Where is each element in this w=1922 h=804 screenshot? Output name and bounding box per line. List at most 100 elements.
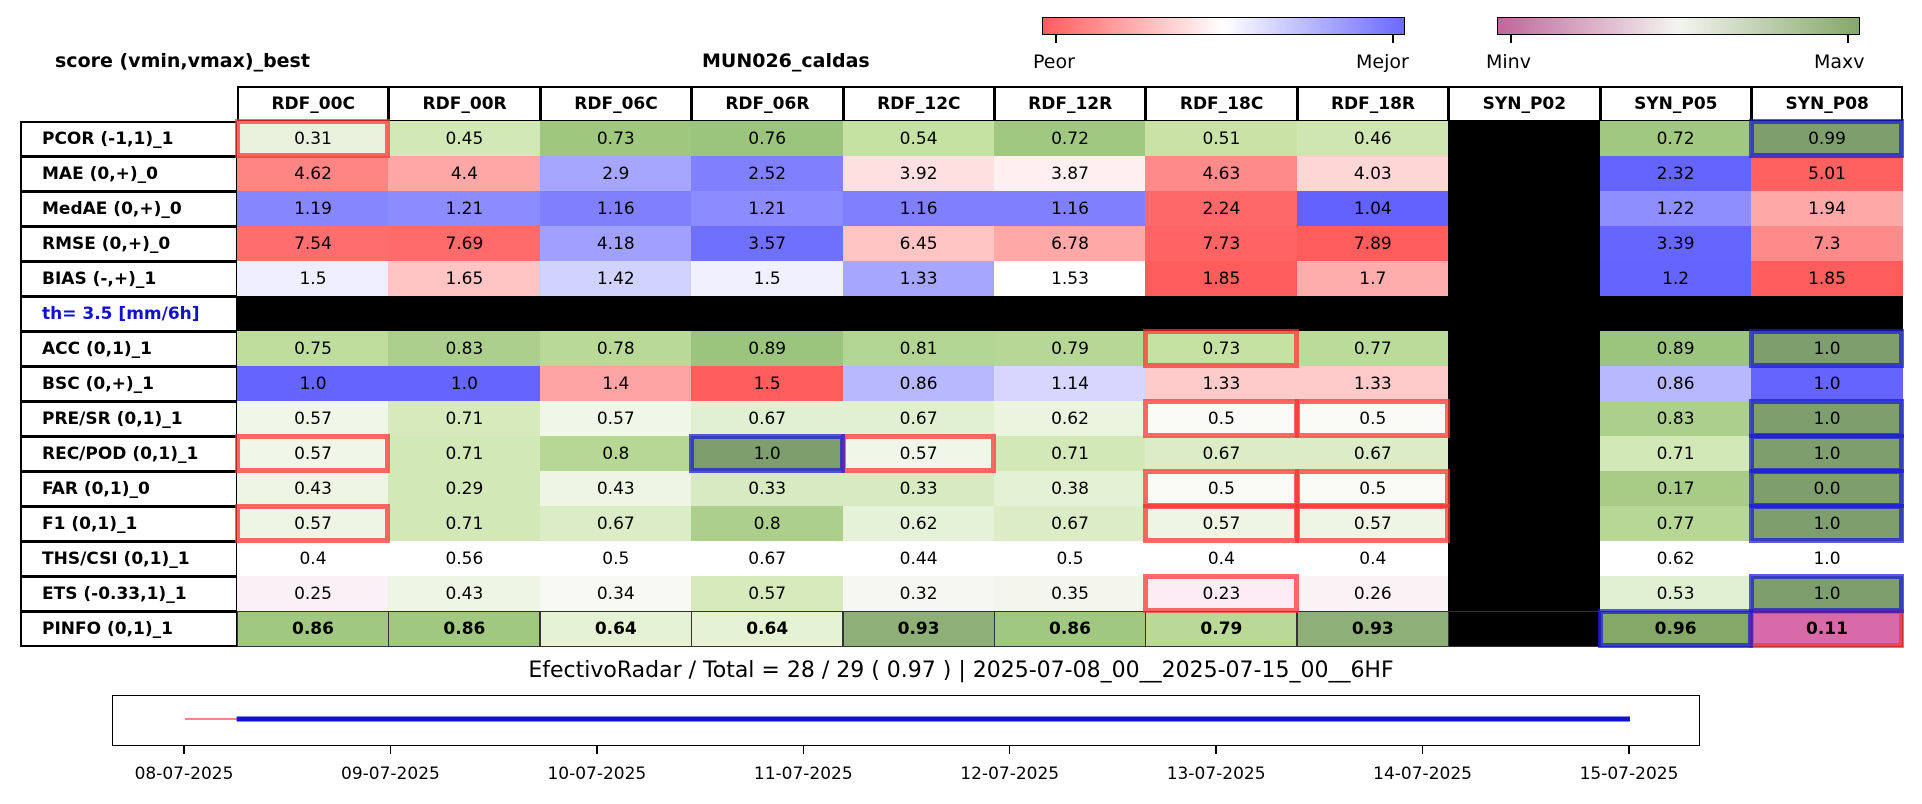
heatmap-cell: 0.67 bbox=[691, 401, 844, 437]
heatmap-cell: 0.71 bbox=[994, 436, 1146, 472]
timeline-tick bbox=[1215, 746, 1217, 754]
heatmap-cell: 0.0 bbox=[1751, 471, 1903, 507]
heatmap-cell: 0.89 bbox=[1599, 331, 1752, 367]
heatmap-cell: 0.71 bbox=[388, 401, 541, 437]
heatmap-cell: 0.71 bbox=[1599, 436, 1752, 472]
heatmap-cell: 0.93 bbox=[1296, 611, 1449, 647]
chart-title-center: MUN026_caldas bbox=[702, 50, 870, 72]
row-label-acc-0-1-1: ACC (0,1)_1 bbox=[20, 331, 238, 367]
heatmap-cell: 0.8 bbox=[539, 436, 692, 472]
heatmap-cell: 0.62 bbox=[1599, 541, 1752, 577]
colorbar-score-high-label: Mejor bbox=[1356, 51, 1409, 73]
timeline-tick-label: 12-07-2025 bbox=[960, 764, 1060, 784]
row-label-ths-csi-0-1-1: THS/CSI (0,1)_1 bbox=[20, 541, 238, 577]
heatmap-cell: 0.77 bbox=[1599, 506, 1752, 542]
heatmap-cell: 1.0 bbox=[691, 436, 844, 472]
heatmap-cell: 0.86 bbox=[388, 611, 541, 647]
heatmap-cell: 0.57 bbox=[842, 436, 995, 472]
heatmap-cell bbox=[1448, 156, 1601, 192]
heatmap-cell: 3.39 bbox=[1599, 226, 1752, 262]
heatmap-cell: 0.33 bbox=[691, 471, 844, 507]
row-label-th-3-5-mm-6h: th= 3.5 [mm/6h] bbox=[20, 296, 238, 332]
heatmap-cell: 1.0 bbox=[1751, 436, 1903, 472]
heatmap-cell bbox=[1448, 261, 1601, 297]
heatmap-cell: 7.69 bbox=[388, 226, 541, 262]
colorbar-score-tick-low bbox=[1055, 35, 1057, 43]
heatmap-cell: 0.38 bbox=[994, 471, 1146, 507]
heatmap-cell: 4.63 bbox=[1145, 156, 1298, 192]
heatmap-cell: 1.42 bbox=[539, 261, 692, 297]
heatmap-cell: 1.0 bbox=[1751, 576, 1903, 612]
heatmap-cell: 0.5 bbox=[1145, 401, 1298, 437]
heatmap-cell bbox=[1448, 541, 1601, 577]
colorbar-score bbox=[1042, 17, 1405, 35]
timeline-tick-label: 09-07-2025 bbox=[341, 764, 440, 784]
heatmap-cell: 0.71 bbox=[388, 436, 541, 472]
heatmap-cell: 1.33 bbox=[1296, 366, 1449, 402]
footer-summary: EfectivoRadar / Total = 28 / 29 ( 0.97 )… bbox=[528, 658, 1394, 683]
heatmap-cell: 0.62 bbox=[842, 506, 995, 542]
heatmap-cell: 0.67 bbox=[994, 506, 1146, 542]
heatmap-cell: 0.67 bbox=[1296, 436, 1449, 472]
heatmap-cell: 3.87 bbox=[994, 156, 1146, 192]
heatmap-cell: 0.73 bbox=[1145, 331, 1298, 367]
heatmap-cell: 0.86 bbox=[842, 366, 995, 402]
heatmap-cell bbox=[1751, 296, 1903, 332]
heatmap-cell: 1.22 bbox=[1599, 191, 1752, 227]
heatmap-cell: 1.14 bbox=[994, 366, 1146, 402]
heatmap-cell: 1.0 bbox=[388, 366, 541, 402]
column-header-rdf-00c: RDF_00C bbox=[237, 86, 390, 122]
timeline-tick-label: 08-07-2025 bbox=[134, 764, 234, 784]
heatmap-cell: 7.89 bbox=[1296, 226, 1449, 262]
timeline-tick bbox=[802, 746, 805, 754]
heatmap-cell: 0.67 bbox=[1145, 436, 1298, 472]
heatmap-cell bbox=[1599, 296, 1752, 332]
heatmap-cell: 0.64 bbox=[691, 611, 844, 647]
heatmap-cell: 0.86 bbox=[237, 611, 389, 647]
heatmap-cell: 0.54 bbox=[842, 121, 995, 157]
heatmap-cell: 0.57 bbox=[237, 506, 389, 542]
heatmap-cell: 1.0 bbox=[237, 366, 389, 402]
heatmap-cell: 1.0 bbox=[1751, 401, 1903, 437]
heatmap-cell: 2.52 bbox=[691, 156, 844, 192]
heatmap-cell: 0.5 bbox=[1296, 401, 1449, 437]
heatmap-cell: 6.45 bbox=[842, 226, 995, 262]
heatmap-cell: 1.16 bbox=[994, 191, 1146, 227]
heatmap-cell: 0.73 bbox=[539, 121, 692, 157]
heatmap-cell: 1.21 bbox=[691, 191, 844, 227]
heatmap-cell: 1.19 bbox=[237, 191, 389, 227]
heatmap-cell: 1.85 bbox=[1751, 261, 1903, 297]
timeline-tick bbox=[1421, 746, 1424, 754]
column-header-rdf-06c: RDF_06C bbox=[539, 86, 693, 122]
heatmap-cell: 0.67 bbox=[691, 541, 844, 577]
heatmap-cell bbox=[1448, 331, 1601, 367]
heatmap-cell: 0.57 bbox=[237, 436, 389, 472]
column-header-rdf-18c: RDF_18C bbox=[1145, 86, 1298, 122]
column-header-rdf-12c: RDF_12C bbox=[842, 86, 995, 122]
heatmap-cell: 3.92 bbox=[842, 156, 995, 192]
heatmap-cell: 2.9 bbox=[539, 156, 692, 192]
heatmap-cell: 0.4 bbox=[1145, 541, 1298, 577]
heatmap-cell: 1.04 bbox=[1296, 191, 1449, 227]
column-header-rdf-12r: RDF_12R bbox=[994, 86, 1147, 122]
heatmap-cell bbox=[1296, 296, 1449, 332]
heatmap-cell: 0.25 bbox=[237, 576, 389, 612]
heatmap-cell: 0.76 bbox=[691, 121, 844, 157]
timeline-panel bbox=[112, 695, 1700, 746]
heatmap-cell: 3.57 bbox=[691, 226, 844, 262]
heatmap-cell: 0.79 bbox=[1145, 611, 1298, 647]
timeline-tick bbox=[1008, 746, 1011, 754]
heatmap-cell: 0.57 bbox=[539, 401, 692, 437]
heatmap-cell: 0.99 bbox=[1751, 121, 1903, 157]
chart-title-left: score (vmin,vmax)_best bbox=[55, 50, 310, 72]
heatmap-cell: 1.5 bbox=[691, 366, 844, 402]
heatmap-cell: 0.5 bbox=[539, 541, 692, 577]
heatmap-cell: 0.77 bbox=[1296, 331, 1449, 367]
heatmap-cell: 0.96 bbox=[1599, 611, 1752, 647]
column-header-syn-p02: SYN_P02 bbox=[1448, 86, 1601, 122]
timeline-tick-label: 10-07-2025 bbox=[547, 764, 647, 784]
heatmap-cell bbox=[237, 296, 389, 332]
heatmap-cell: 0.64 bbox=[539, 611, 692, 647]
heatmap-cell bbox=[1448, 401, 1601, 437]
heatmap-table: RDF_00C RDF_00R RDF_06C RDF_06R RDF_12C RDF_1… bbox=[20, 86, 1905, 650]
